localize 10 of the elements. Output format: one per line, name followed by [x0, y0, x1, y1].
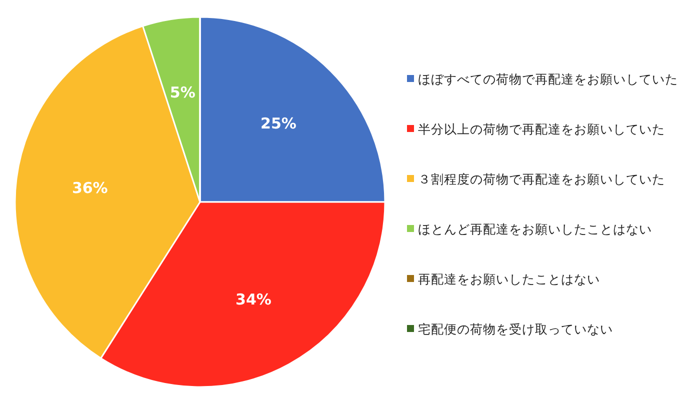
data-label: 34%: [236, 290, 272, 308]
data-label: 25%: [260, 114, 296, 133]
legend-label: 半分以上の荷物で再配達をお願いしていた: [418, 122, 665, 136]
data-label: 5%: [170, 83, 196, 102]
legend-label: ３割程度の荷物で再配達をお願いしていた: [418, 172, 665, 186]
data-label: 36%: [72, 179, 108, 198]
legend-label: 再配達をお願いしたことはない: [418, 272, 600, 286]
legend-label: ほぼすべての荷物で再配達をお願いしていた: [418, 72, 678, 86]
legend-label: ほとんど再配達をお願いしたことはない: [418, 222, 652, 236]
legend-label: 宅配便の荷物を受け取っていない: [418, 322, 613, 336]
